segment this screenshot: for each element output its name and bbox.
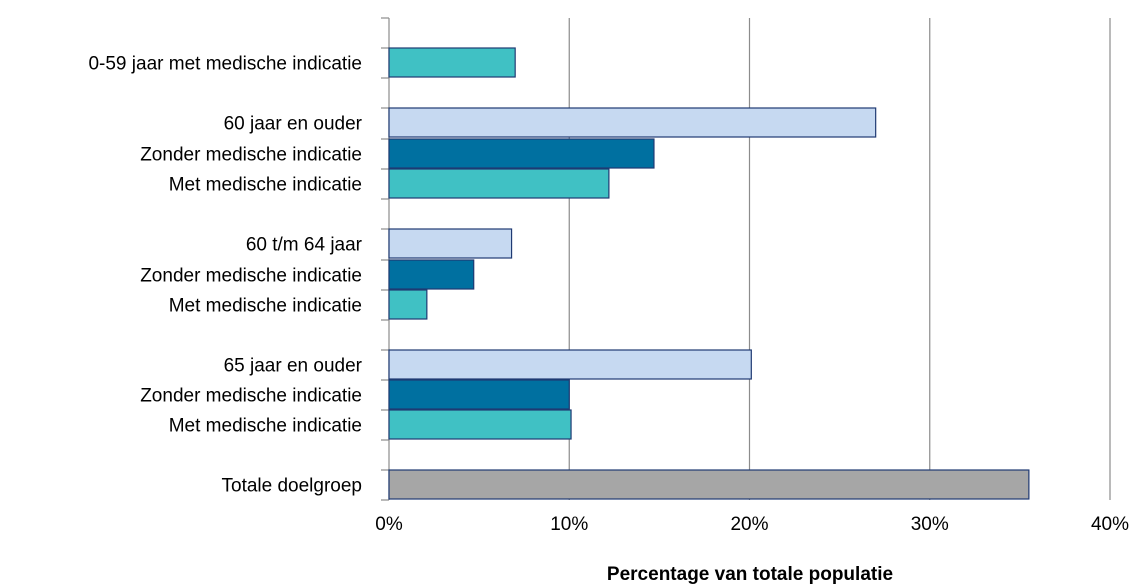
bar — [388, 168, 610, 199]
bar — [388, 47, 516, 78]
category-label: 65 jaar en ouder — [224, 356, 363, 377]
category-label: 0-59 jaar met medische indicatie — [88, 54, 362, 75]
x-tick-label: 10% — [550, 514, 588, 535]
bar — [388, 107, 877, 138]
bar — [388, 469, 1030, 500]
category-label: 60 t/m 64 jaar — [246, 235, 363, 256]
x-tick-labels: 0% 10% 20% 30% 40% — [375, 514, 1129, 535]
category-label: Met medische indicatie — [169, 175, 362, 196]
bar — [388, 138, 655, 169]
bar — [388, 289, 428, 320]
x-tick-label: 40% — [1091, 514, 1129, 535]
x-axis-title: Percentage van totale populatie — [607, 564, 893, 585]
category-label: 60 jaar en ouder — [224, 114, 363, 135]
bar — [388, 259, 475, 290]
category-label: Met medische indicatie — [169, 416, 362, 437]
x-tick-label: 0% — [375, 514, 403, 535]
bar — [388, 349, 752, 380]
axes — [381, 17, 390, 501]
category-label: Totale doelgroep — [222, 476, 363, 497]
category-label: Met medische indicatie — [169, 296, 362, 317]
gridlines — [568, 18, 1111, 500]
category-labels: 0-59 jaar met medische indicatie 60 jaar … — [88, 54, 362, 497]
bars — [388, 47, 1030, 500]
category-label: Zonder medische indicatie — [140, 266, 362, 287]
bar — [388, 409, 572, 440]
bar — [388, 228, 513, 259]
bar — [388, 379, 570, 410]
category-label: Zonder medische indicatie — [140, 386, 362, 407]
category-label: Zonder medische indicatie — [140, 145, 362, 166]
x-tick-label: 30% — [911, 514, 949, 535]
x-tick-label: 20% — [730, 514, 768, 535]
